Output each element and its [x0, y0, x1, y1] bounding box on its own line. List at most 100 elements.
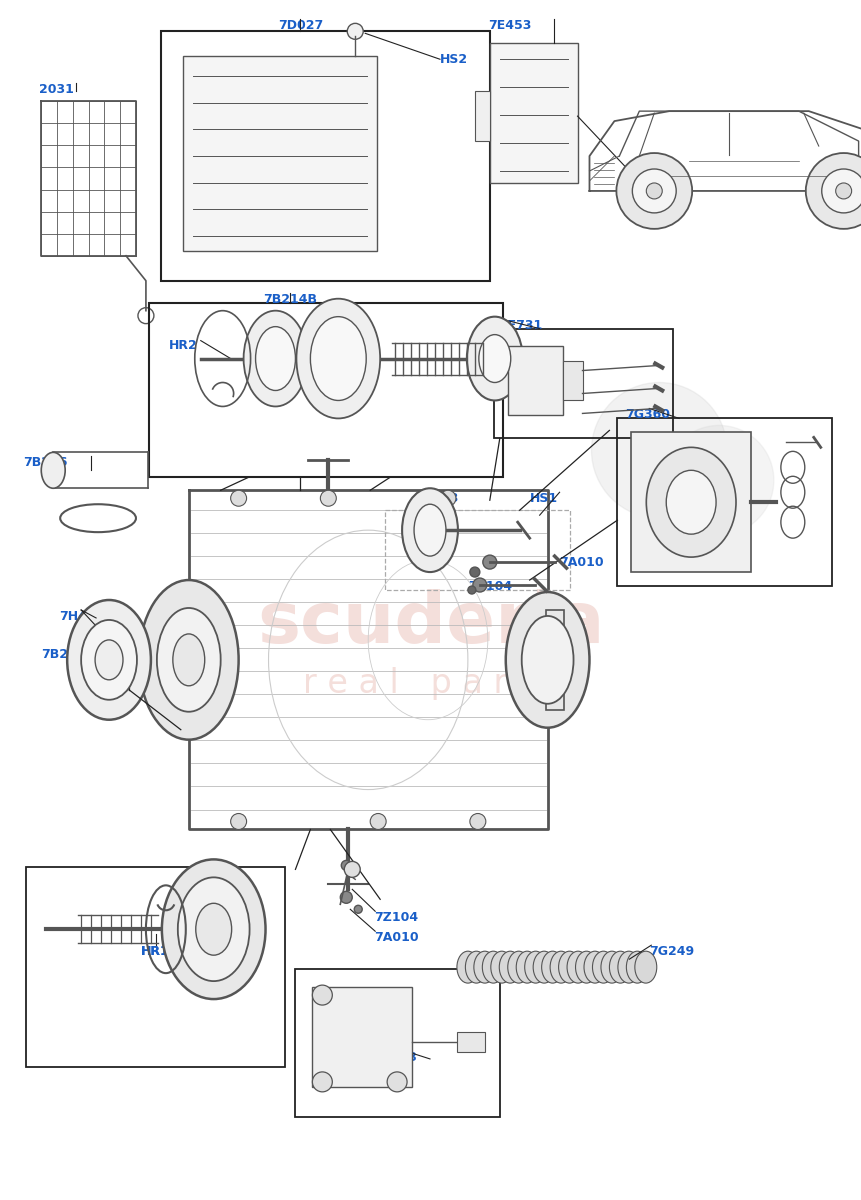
Bar	[149, 302, 502, 478]
Ellipse shape	[626, 952, 647, 983]
Bar	[183, 56, 377, 251]
Ellipse shape	[81, 620, 137, 700]
Bar	[295, 970, 499, 1117]
Ellipse shape	[469, 568, 480, 577]
Text: HR1: HR1	[141, 946, 170, 958]
Text: HS1: HS1	[529, 492, 557, 505]
Ellipse shape	[507, 952, 529, 983]
Bar	[27, 868, 285, 1067]
Ellipse shape	[479, 335, 511, 383]
Ellipse shape	[490, 952, 512, 983]
Ellipse shape	[310, 317, 366, 401]
Ellipse shape	[616, 154, 691, 229]
Text: 7G249: 7G249	[648, 946, 694, 958]
Ellipse shape	[473, 578, 486, 592]
Text: 7Z104: 7Z104	[468, 580, 511, 593]
Ellipse shape	[482, 556, 496, 569]
Bar	[474, 91, 489, 142]
Ellipse shape	[465, 952, 486, 983]
Ellipse shape	[516, 952, 537, 983]
Text: 7A010: 7A010	[374, 931, 418, 944]
Ellipse shape	[312, 1072, 332, 1092]
Ellipse shape	[468, 586, 475, 594]
Ellipse shape	[541, 952, 563, 983]
Ellipse shape	[354, 905, 362, 913]
Ellipse shape	[499, 952, 521, 983]
Ellipse shape	[505, 592, 589, 727]
Ellipse shape	[634, 952, 656, 983]
Ellipse shape	[195, 904, 232, 955]
Text: 7B216: 7B216	[23, 456, 68, 469]
Text: 7F123: 7F123	[414, 492, 458, 505]
Text: HR2: HR2	[169, 338, 197, 352]
Text: scuderia: scuderia	[257, 589, 604, 659]
Text: 7A010: 7A010	[559, 556, 604, 569]
Ellipse shape	[341, 860, 350, 870]
Ellipse shape	[231, 491, 246, 506]
Ellipse shape	[67, 600, 151, 720]
Ellipse shape	[584, 952, 605, 983]
Text: 7G383: 7G383	[372, 1051, 417, 1064]
Ellipse shape	[805, 154, 861, 229]
Bar	[456, 1032, 484, 1052]
Ellipse shape	[456, 952, 479, 983]
Ellipse shape	[139, 580, 238, 739]
Bar	[545, 610, 563, 709]
Ellipse shape	[646, 448, 735, 557]
Ellipse shape	[95, 640, 123, 680]
Ellipse shape	[567, 952, 588, 983]
Ellipse shape	[439, 491, 455, 506]
Text: 7B214B: 7B214B	[263, 293, 317, 306]
Ellipse shape	[521, 616, 573, 703]
Ellipse shape	[157, 608, 220, 712]
Text: 7H426: 7H426	[59, 610, 104, 623]
Bar	[507, 346, 562, 415]
Ellipse shape	[347, 23, 362, 40]
Text: 7Z104: 7Z104	[374, 911, 418, 924]
Ellipse shape	[401, 488, 457, 572]
Ellipse shape	[575, 952, 597, 983]
Bar	[616, 419, 831, 586]
Bar	[562, 360, 582, 401]
Ellipse shape	[177, 877, 250, 982]
Ellipse shape	[312, 985, 332, 1006]
Ellipse shape	[821, 169, 861, 212]
Ellipse shape	[666, 470, 715, 534]
Ellipse shape	[244, 311, 307, 407]
Ellipse shape	[474, 952, 495, 983]
Ellipse shape	[549, 952, 572, 983]
Bar	[312, 988, 412, 1087]
Ellipse shape	[296, 299, 380, 419]
Ellipse shape	[646, 182, 661, 199]
Circle shape	[664, 426, 773, 535]
Ellipse shape	[533, 952, 554, 983]
Ellipse shape	[369, 814, 386, 829]
Ellipse shape	[231, 814, 246, 829]
Text: 9E731: 9E731	[499, 319, 542, 331]
Ellipse shape	[255, 326, 295, 390]
Ellipse shape	[162, 859, 265, 1000]
Ellipse shape	[41, 452, 65, 488]
Text: 7B214A: 7B214A	[41, 648, 96, 661]
Ellipse shape	[558, 952, 579, 983]
Bar	[161, 31, 489, 281]
Ellipse shape	[609, 952, 630, 983]
Ellipse shape	[632, 169, 675, 212]
Text: 7E453: 7E453	[487, 19, 531, 32]
Ellipse shape	[320, 491, 336, 506]
Text: 2031: 2031	[40, 83, 74, 96]
Ellipse shape	[173, 634, 205, 686]
Circle shape	[591, 383, 726, 518]
Bar	[493, 329, 672, 438]
Ellipse shape	[482, 952, 504, 983]
Ellipse shape	[600, 952, 623, 983]
Ellipse shape	[592, 952, 614, 983]
Bar	[385, 510, 569, 590]
Text: HR1: HR1	[141, 946, 170, 958]
Ellipse shape	[387, 1072, 406, 1092]
Ellipse shape	[413, 504, 445, 556]
Ellipse shape	[524, 952, 546, 983]
Bar	[489, 43, 577, 182]
Text: 7G360: 7G360	[624, 408, 670, 421]
Ellipse shape	[467, 317, 522, 401]
